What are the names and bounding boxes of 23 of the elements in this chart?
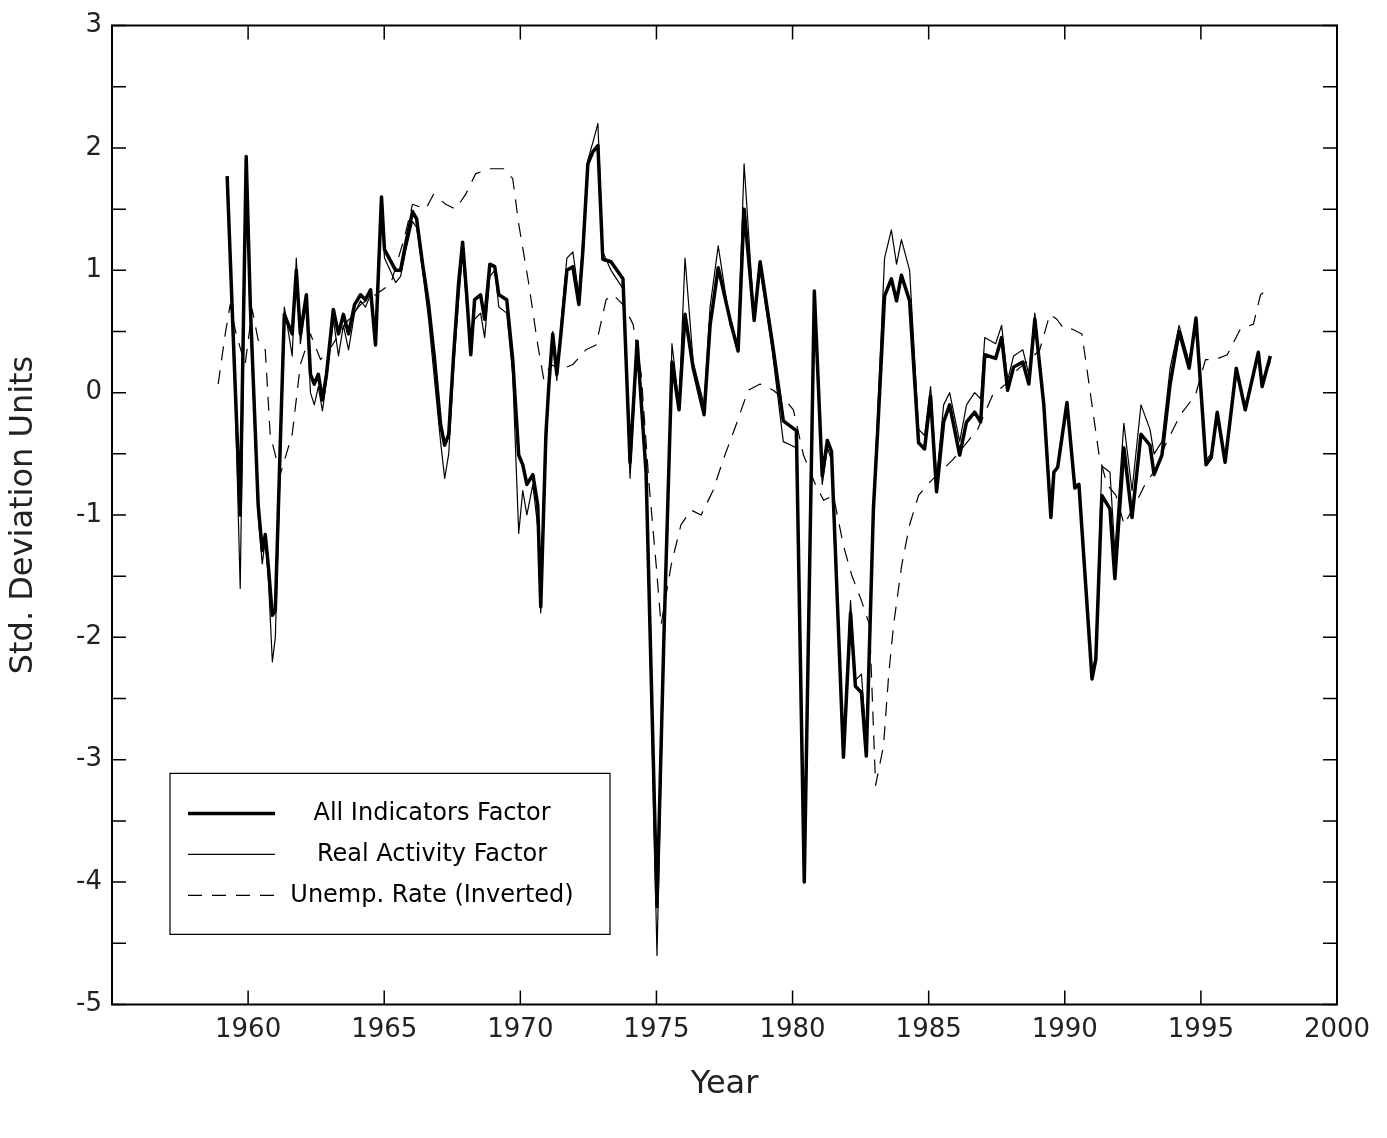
x-tick-label: 1985	[895, 1012, 962, 1043]
y-tick-label: 2	[85, 130, 102, 161]
x-tick-label: 1980	[759, 1012, 826, 1043]
y-tick-label: -2	[76, 620, 102, 651]
legend-label: Real Activity Factor	[316, 838, 548, 867]
x-tick-label: 1975	[623, 1012, 690, 1043]
y-tick-label: 3	[85, 8, 102, 39]
y-tick-label: -5	[76, 987, 102, 1018]
legend-label: Unemp. Rate (Inverted)	[290, 879, 574, 908]
x-tick-label: 1970	[487, 1012, 554, 1043]
y-axis-title: Std. Deviation Units	[1, 355, 40, 675]
x-tick-label: 1965	[351, 1012, 418, 1043]
y-tick-label: 0	[85, 375, 102, 406]
x-tick-label: 1990	[1031, 1012, 1098, 1043]
x-tick-label: 1960	[215, 1012, 282, 1043]
y-tick-label: -4	[76, 864, 102, 895]
x-axis-title: Year	[689, 1063, 760, 1102]
x-tick-label: 2000	[1303, 1012, 1371, 1043]
y-tick-label: -1	[76, 497, 102, 528]
y-tick-label: -3	[76, 742, 102, 773]
x-tick-label: 1995	[1167, 1012, 1234, 1043]
y-tick-label: 1	[85, 253, 102, 284]
legend-label: All Indicators Factor	[313, 797, 551, 826]
